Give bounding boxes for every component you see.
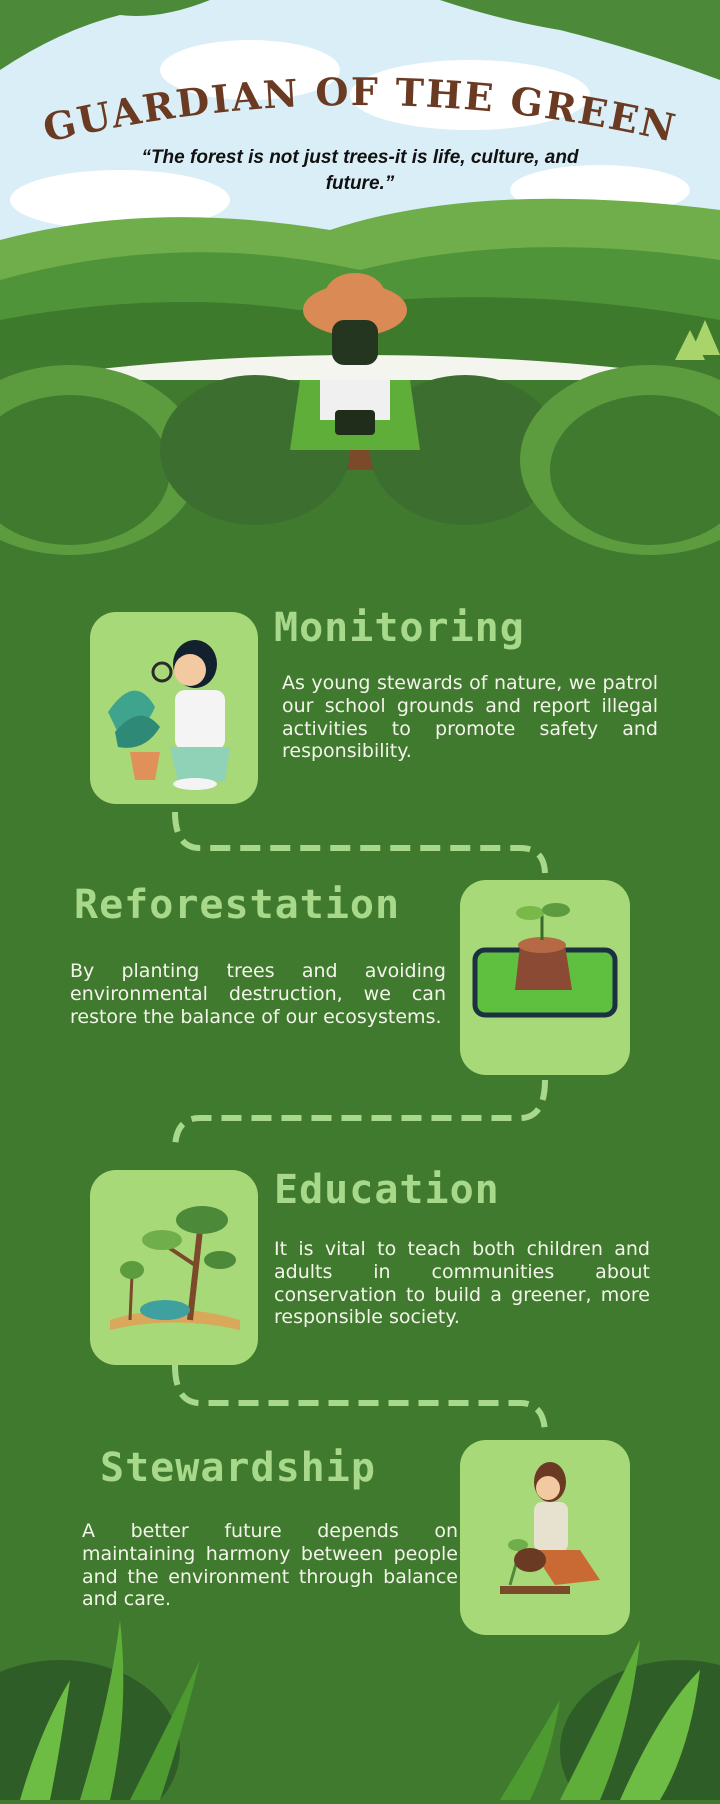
reforestation-illustration-card	[460, 880, 630, 1075]
page-title: GUARDIAN OF THE GREEN	[39, 69, 681, 151]
section-text-stewardship: A better future depends on maintaining h…	[82, 1520, 458, 1611]
section-heading-reforestation: Reforestation	[74, 882, 401, 928]
education-illustration-card	[90, 1170, 258, 1365]
hero-illustration	[0, 0, 720, 570]
scientist-with-plant-icon	[108, 640, 230, 790]
section-text-reforestation: By planting trees and avoiding environme…	[70, 960, 446, 1028]
stewardship-illustration-card	[460, 1440, 630, 1635]
page-title-text: GUARDIAN OF THE GREEN	[39, 69, 679, 151]
book-with-trees-icon	[110, 1206, 240, 1330]
monitoring-illustration-card	[90, 612, 258, 804]
grass-foliage-footer	[0, 1580, 720, 1804]
sprouting-stump-icon	[472, 903, 618, 1018]
section-text-monitoring: As young stewards of nature, we patrol o…	[282, 672, 658, 763]
woman-planting-icon	[500, 1462, 600, 1594]
header-quote: “The forest is not just trees-it is life…	[141, 147, 579, 194]
section-heading-monitoring: Monitoring	[274, 605, 525, 651]
section-heading-stewardship: Stewardship	[100, 1445, 376, 1491]
title-block: GUARDIAN OF THE GREEN	[0, 0, 720, 160]
section-heading-education: Education	[274, 1167, 500, 1213]
section-text-education: It is vital to teach both children and a…	[274, 1238, 650, 1329]
